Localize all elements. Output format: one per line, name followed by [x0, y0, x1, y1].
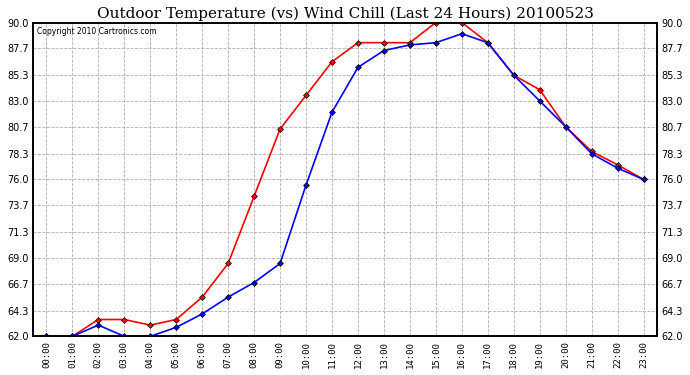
Text: Copyright 2010 Cartronics.com: Copyright 2010 Cartronics.com: [37, 27, 156, 36]
Title: Outdoor Temperature (vs) Wind Chill (Last 24 Hours) 20100523: Outdoor Temperature (vs) Wind Chill (Las…: [97, 7, 593, 21]
